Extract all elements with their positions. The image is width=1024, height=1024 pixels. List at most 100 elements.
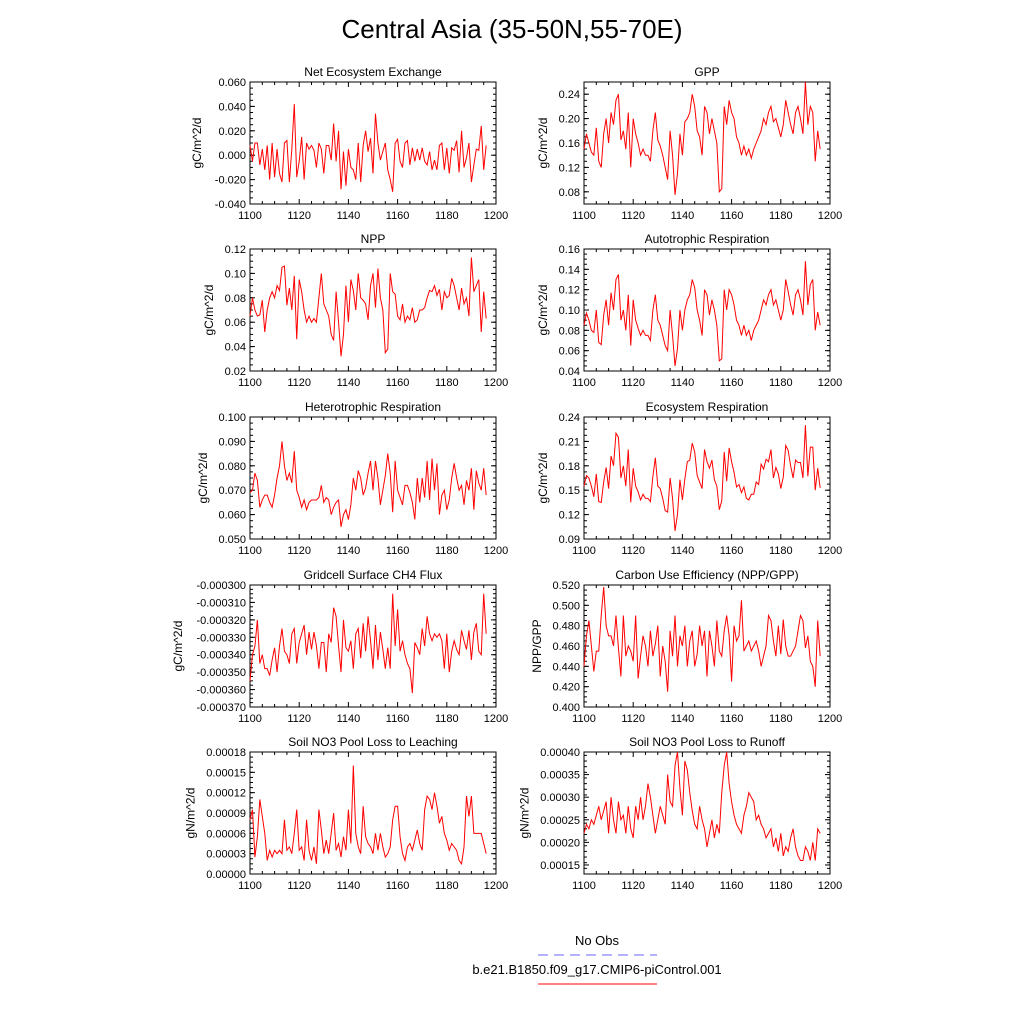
x-tick-label: 1200 (818, 545, 842, 557)
panel-10: Soil NO3 Pool Loss to Runoff 1100 1120 1140… (518, 735, 843, 892)
x-tick-label: 1200 (818, 377, 842, 389)
y-tick-label: 0.520 (552, 580, 580, 592)
y-tick-label: 0.00006 (206, 828, 246, 840)
x-tick-label: 1140 (337, 545, 361, 557)
x-tick-label: 1200 (818, 210, 842, 222)
x-tick-label: 1200 (484, 210, 508, 222)
y-axis-label: gC/m^2/d (196, 453, 210, 504)
y-tick-label: 0.16 (559, 138, 580, 150)
x-tick-label: 1160 (386, 713, 410, 725)
x-tick-label: 1100 (238, 880, 262, 892)
y-tick-label: -0.000310 (196, 597, 246, 609)
y-tick-label: 0.050 (218, 534, 246, 546)
panel-1: Net Ecosystem Exchange 1100 1120 1140 1160 11… (190, 65, 508, 222)
panel-2: GPP 1100 1120 1140 1160 1180 1200 0.08 0.12 0.16 0… (536, 65, 842, 222)
y-tick-label: 0.00025 (540, 815, 580, 827)
x-tick-label: 1100 (238, 545, 262, 557)
y-tick-label: 0.08 (225, 293, 246, 305)
y-tick-label: 0.12 (559, 162, 580, 174)
y-tick-label: 0.070 (218, 485, 246, 497)
y-tick-label: 0.24 (559, 89, 580, 101)
y-tick-label: 0.400 (552, 702, 580, 714)
y-tick-label: 0.00020 (540, 837, 580, 849)
y-axis-label: gC/m^2/d (202, 285, 216, 336)
y-tick-label: 0.00018 (206, 747, 246, 759)
y-axis-label: gN/m^2/d (184, 788, 198, 839)
x-tick-label: 1120 (287, 545, 311, 557)
panel-title: Net Ecosystem Exchange (304, 65, 442, 79)
panel-title: Autotrophic Respiration (645, 232, 770, 246)
x-tick-label: 1140 (337, 210, 361, 222)
x-tick-label: 1100 (572, 880, 596, 892)
x-tick-label: 1100 (572, 713, 596, 725)
x-tick-label: 1160 (720, 210, 744, 222)
x-tick-label: 1180 (435, 713, 459, 725)
y-tick-label: 0.440 (552, 661, 580, 673)
x-tick-label: 1100 (238, 713, 262, 725)
panel-6: Ecosystem Respiration 1100 1120 1140 1160 118… (536, 400, 842, 557)
panel-4: Autotrophic Respiration 1100 1120 1140 1160 1… (536, 232, 842, 389)
y-tick-label: 0.00015 (206, 767, 246, 779)
panel-9: Soil NO3 Pool Loss to Leaching 1100 1120 11… (184, 735, 509, 892)
y-tick-label: 0.04 (559, 366, 580, 378)
x-tick-label: 1200 (818, 713, 842, 725)
y-tick-label: 0.06 (225, 317, 246, 329)
x-tick-label: 1180 (769, 210, 793, 222)
y-tick-label: 0.100 (218, 412, 246, 424)
y-tick-label: 0.12 (559, 510, 580, 522)
series-line (583, 586, 821, 692)
panel-title: Gridcell Surface CH4 Flux (304, 568, 443, 582)
y-axis-label: gC/m^2/d (536, 285, 550, 336)
page-title: Central Asia (35-50N,55-70E) (341, 14, 683, 44)
x-tick-label: 1180 (435, 545, 459, 557)
x-tick-label: 1120 (287, 880, 311, 892)
series-line (583, 751, 821, 861)
x-tick-label: 1140 (337, 880, 361, 892)
x-tick-label: 1100 (572, 377, 596, 389)
y-tick-label: 0.14 (559, 264, 580, 276)
y-tick-label: 0.00015 (540, 860, 580, 872)
x-tick-label: 1140 (671, 377, 695, 389)
x-tick-label: 1120 (621, 713, 645, 725)
plot-frame (249, 751, 497, 875)
x-tick-label: 1160 (720, 713, 744, 725)
y-axis-label: gC/m^2/d (536, 453, 550, 504)
y-tick-label: -0.040 (215, 199, 246, 211)
y-tick-label: 0.15 (559, 485, 580, 497)
panel-title: Soil NO3 Pool Loss to Runoff (629, 735, 786, 749)
y-tick-label: 0.00012 (206, 788, 246, 800)
y-tick-label: 0.480 (552, 621, 580, 633)
y-axis-label: gC/m^2/d (171, 621, 185, 672)
y-tick-label: 0.00035 (540, 770, 580, 782)
y-tick-label: 0.000 (218, 150, 246, 162)
legend-model-label: b.e21.B1850.f09_g17.CMIP6-piControl.001 (472, 962, 722, 977)
x-tick-label: 1180 (435, 377, 459, 389)
y-tick-label: 0.080 (218, 461, 246, 473)
y-tick-label: 0.00040 (540, 747, 580, 759)
x-tick-label: 1160 (720, 545, 744, 557)
x-tick-label: 1180 (769, 545, 793, 557)
y-tick-label: -0.000330 (196, 632, 246, 644)
y-axis-label: gN/m^2/d (518, 788, 532, 839)
x-tick-label: 1100 (238, 377, 262, 389)
panel-title: NPP (361, 232, 386, 246)
y-tick-label: 0.00009 (206, 808, 246, 820)
x-tick-label: 1120 (621, 210, 645, 222)
series-line (583, 261, 821, 366)
y-tick-label: 0.06 (559, 346, 580, 358)
panel-7: Gridcell Surface CH4 Flux 1100 1120 1140 116… (171, 568, 508, 725)
x-tick-label: 1160 (386, 880, 410, 892)
x-tick-label: 1200 (484, 545, 508, 557)
panel-title: Carbon Use Efficiency (NPP/GPP) (615, 568, 798, 582)
x-tick-label: 1180 (769, 377, 793, 389)
y-tick-label: 0.420 (552, 682, 580, 694)
y-tick-label: 0.04 (225, 342, 246, 354)
panel-3: NPP 1100 1120 1140 1160 1180 1200 0.02 0.04 0.06 0… (202, 232, 508, 389)
x-tick-label: 1120 (621, 377, 645, 389)
x-tick-label: 1200 (484, 713, 508, 725)
y-tick-label: 0.16 (559, 244, 580, 256)
x-tick-label: 1180 (435, 210, 459, 222)
y-tick-label: 0.10 (559, 305, 580, 317)
y-tick-label: 0.08 (559, 187, 580, 199)
x-tick-label: 1120 (621, 880, 645, 892)
